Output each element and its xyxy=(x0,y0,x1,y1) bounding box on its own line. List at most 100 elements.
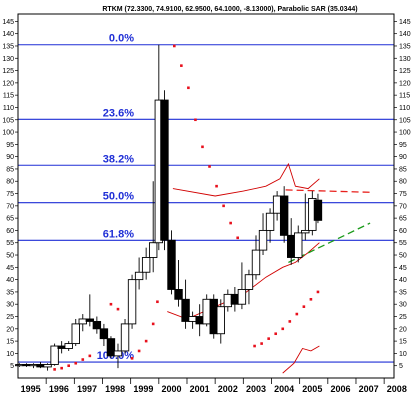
y-tick-label-right: 75 xyxy=(399,191,407,198)
y-tick-label-right: 80 xyxy=(399,179,407,186)
y-tick-label-right: 135 xyxy=(399,43,411,50)
x-tick-label: 2006 xyxy=(330,384,350,394)
sar-dot xyxy=(222,204,225,208)
sar-dot xyxy=(67,364,70,368)
sar-dot xyxy=(316,290,320,294)
y-tick-label-right: 5 xyxy=(399,363,403,370)
y-tick-label-right: 90 xyxy=(399,154,407,161)
candle-up xyxy=(216,306,225,335)
x-tick-label: 2001 xyxy=(190,384,210,394)
y-tick-label-left: 115 xyxy=(3,93,14,100)
y-tick-label-right: 125 xyxy=(399,68,411,75)
candle-up xyxy=(120,323,130,352)
candle-up xyxy=(244,274,254,290)
candle-down xyxy=(85,318,95,322)
y-tick-label-left: 50 xyxy=(6,253,14,260)
y-tick-label-right: 70 xyxy=(399,203,407,210)
resistance-trend-line xyxy=(285,189,371,193)
candle-down xyxy=(92,320,102,330)
fib-level-label: 0.0% xyxy=(109,33,134,45)
candle-down xyxy=(286,234,296,258)
sar-dot xyxy=(215,184,218,188)
y-tick-label-left: 130 xyxy=(2,56,14,63)
candle-up xyxy=(50,345,59,365)
y-tick-label-right: 100 xyxy=(399,130,411,137)
y-tick-label-right: 145 xyxy=(399,19,411,26)
y-tick-label-right: 50 xyxy=(399,253,407,260)
sar-dot xyxy=(173,44,176,48)
y-tick-label-right: 10 xyxy=(399,351,407,358)
y-tick-label-right: 110 xyxy=(399,105,410,112)
y-tick-label-left: 60 xyxy=(6,228,14,235)
y-tick-label-left: 90 xyxy=(6,154,14,161)
fib-level-label: 50.0% xyxy=(103,191,134,203)
y-tick-label-left: 105 xyxy=(2,117,14,124)
x-tick-label: 1998 xyxy=(105,384,125,394)
candle-up xyxy=(71,323,80,345)
x-tick-label: 1995 xyxy=(21,384,41,394)
y-tick-label-left: 55 xyxy=(6,240,14,247)
y-tick-label-right: 25 xyxy=(399,314,407,321)
sar-dot xyxy=(288,320,292,323)
envelope-lower-line xyxy=(282,345,320,374)
chart-title: RTKM (72.3300, 74.9100, 62.9500, 64.1000… xyxy=(102,6,357,13)
y-tick-label-left: 95 xyxy=(6,142,14,149)
sar-dot xyxy=(109,302,113,306)
y-tick-label-right: 45 xyxy=(399,265,407,272)
candle-down xyxy=(36,364,45,368)
y-tick-label-left: 85 xyxy=(6,166,14,173)
candle-down xyxy=(57,345,66,349)
candle-up xyxy=(188,316,197,322)
y-tick-label-left: 100 xyxy=(2,130,14,137)
candle-up xyxy=(43,364,52,368)
candle-up xyxy=(29,364,38,367)
plot-frame xyxy=(17,13,395,379)
fib-level-label: 61.8% xyxy=(103,228,134,240)
y-tick-label-right: 55 xyxy=(399,240,407,247)
y-tick-label-left: 80 xyxy=(6,179,14,186)
fib-level-label: 38.2% xyxy=(103,153,134,165)
y-tick-label-right: 140 xyxy=(399,31,411,38)
sar-dot xyxy=(274,332,278,336)
x-tick-label: 2000 xyxy=(161,384,181,394)
sar-dot xyxy=(180,64,183,67)
x-tick-label: 2005 xyxy=(302,384,322,394)
y-tick-label-right: 35 xyxy=(399,289,407,296)
y-tick-label-left: 135 xyxy=(2,43,14,50)
candle-up xyxy=(237,289,247,305)
envelope-middle-line xyxy=(167,242,320,320)
candle-down xyxy=(209,298,218,335)
y-tick-label-right: 65 xyxy=(399,216,407,223)
candle-down xyxy=(230,293,240,305)
y-tick-label-right: 40 xyxy=(399,277,407,284)
sar-dot xyxy=(236,236,239,240)
y-tick-label-right: 115 xyxy=(399,93,410,100)
sar-dot xyxy=(281,327,285,331)
y-tick-label-left: 15 xyxy=(6,339,14,346)
envelope-upper-line xyxy=(172,162,320,197)
sar-dot xyxy=(295,312,299,316)
candle-down xyxy=(195,316,204,325)
y-tick-label-right: 130 xyxy=(399,56,411,63)
candle-down xyxy=(181,298,190,322)
y-tick-label-left: 145 xyxy=(2,19,14,26)
sar-dot xyxy=(156,300,159,304)
candle-up xyxy=(301,229,310,234)
x-tick-label: 2002 xyxy=(218,384,238,394)
x-tick-label: 2004 xyxy=(274,384,294,394)
y-tick-label-left: 125 xyxy=(2,68,14,75)
sar-dot xyxy=(60,366,63,370)
y-tick-label-right: 30 xyxy=(399,302,407,309)
candle-up xyxy=(148,242,158,258)
candle-up xyxy=(141,257,151,273)
y-tick-label-right: 85 xyxy=(399,166,407,173)
sar-dot xyxy=(130,357,134,360)
candle-up xyxy=(78,318,87,325)
sar-dot xyxy=(187,86,190,90)
y-tick-label-left: 75 xyxy=(6,191,14,198)
x-tick-label: 1997 xyxy=(77,384,97,394)
fib-level-label: 23.6% xyxy=(103,107,134,119)
candle-up xyxy=(202,298,211,325)
y-tick-label-left: 110 xyxy=(3,105,14,112)
